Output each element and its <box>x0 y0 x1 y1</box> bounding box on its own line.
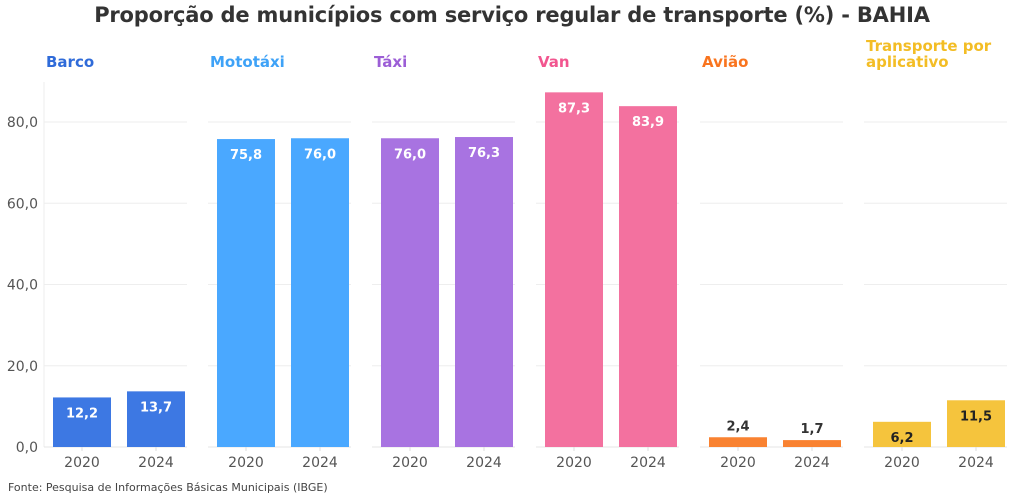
bar <box>709 437 767 447</box>
data-label: 13,7 <box>140 400 172 415</box>
x-tick-label: 2020 <box>884 455 920 471</box>
bar <box>53 397 111 447</box>
data-label: 11,5 <box>960 409 992 424</box>
data-label: 76,0 <box>394 147 426 162</box>
x-tick-label: 2024 <box>958 455 994 471</box>
x-tick-label: 2020 <box>556 455 592 471</box>
x-tick-label: 2024 <box>302 455 338 471</box>
bar <box>947 400 1005 447</box>
panel-title: aplicativo <box>866 53 949 71</box>
bar <box>619 106 677 447</box>
panel-title: Van <box>538 53 570 71</box>
bar <box>381 138 439 447</box>
panel-title: Transporte por <box>866 37 992 55</box>
bar <box>783 440 841 447</box>
x-tick-label: 2024 <box>794 455 830 471</box>
x-tick-label: 2024 <box>466 455 502 471</box>
y-tick-label: 60,0 <box>7 196 38 212</box>
bar <box>127 391 185 447</box>
bar <box>455 137 513 447</box>
panel-title: Barco <box>46 53 94 71</box>
data-label: 12,2 <box>66 406 98 421</box>
bar <box>217 139 275 447</box>
panel-title: Avião <box>702 53 748 71</box>
data-label: 1,7 <box>800 422 823 437</box>
data-label: 6,2 <box>890 431 913 446</box>
y-tick-label: 20,0 <box>7 359 38 375</box>
x-tick-label: 2020 <box>720 455 756 471</box>
data-label: 83,9 <box>632 115 664 130</box>
x-tick-label: 2020 <box>228 455 264 471</box>
x-tick-label: 2024 <box>630 455 666 471</box>
data-label: 75,8 <box>230 148 262 163</box>
panel-title: Mototáxi <box>210 53 285 71</box>
y-tick-label: 80,0 <box>7 115 38 131</box>
data-label: 76,3 <box>468 146 500 161</box>
panel-title: Táxi <box>374 53 407 71</box>
x-tick-label: 2024 <box>138 455 174 471</box>
data-label: 87,3 <box>558 101 590 116</box>
source-note: Fonte: Pesquisa de Informações Básicas M… <box>8 481 328 494</box>
chart-title: Proporção de municípios com serviço regu… <box>94 3 930 27</box>
bar <box>873 421 931 447</box>
y-tick-label: 0,0 <box>16 440 38 456</box>
bar <box>545 92 603 447</box>
data-label: 76,0 <box>304 147 336 162</box>
y-tick-label: 40,0 <box>7 278 38 294</box>
x-tick-label: 2020 <box>392 455 428 471</box>
x-tick-label: 2020 <box>64 455 100 471</box>
bar <box>291 138 349 447</box>
data-label: 2,4 <box>726 419 749 434</box>
